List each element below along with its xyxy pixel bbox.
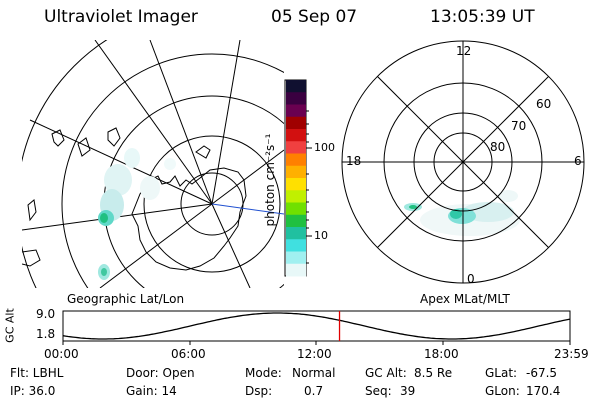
gain-info: Gain: 14 [126, 384, 177, 398]
observation-time: 13:05:39 UT [430, 7, 535, 27]
dsp-value: 0.7 [304, 384, 324, 398]
mlt-label-0: 0 [467, 272, 475, 286]
colorbar-tick-10: 10 [314, 229, 328, 242]
mlt-label-6: 6 [574, 154, 582, 168]
geographic-map [22, 40, 284, 288]
glon-label: GLon: [485, 384, 520, 398]
glat-value: -67.5 [526, 366, 558, 380]
altitude-plot [62, 310, 571, 345]
altitude-ylabel-anchor: GC Alt [4, 308, 17, 343]
colorbar-segment [286, 239, 306, 252]
glat-label: GLat: [485, 366, 518, 380]
seq-value: 39 [400, 384, 416, 398]
door-info: Door: Open [126, 366, 195, 380]
filter-info: Flt: LBHL [10, 366, 64, 380]
altitude-ymax: 9.0 [36, 307, 56, 321]
altitude-xtick-0000: 00:00 [44, 347, 79, 361]
colorbar-segment [286, 104, 306, 118]
left-panel-caption: Geographic Lat/Lon [67, 292, 185, 306]
colorbar-segment [286, 129, 306, 142]
colorbar-segment [286, 214, 306, 228]
colorbar-segment [286, 178, 306, 191]
mode-value: Normal [292, 366, 336, 380]
altitude-xtick-1800: 18:00 [424, 347, 459, 361]
left-aurora [98, 148, 176, 280]
altitude-xtick-2359: 23:59 [554, 347, 589, 361]
colorbar-segment [286, 153, 306, 167]
colorbar-segment [286, 190, 306, 203]
colorbar-segment [286, 92, 306, 105]
mlat-label-80: 80 [490, 140, 506, 154]
mlt-label-12: 12 [456, 44, 472, 58]
gcalt-label: GC Alt: [365, 366, 407, 380]
dsp-label: Dsp: [245, 384, 273, 398]
ip-info: IP: 36.0 [10, 384, 56, 398]
colorbar-segment [286, 227, 306, 240]
altitude-ylabel: GC Alt [3, 308, 17, 343]
colorbar-segment [286, 251, 306, 265]
altitude-xtick-1200: 12:00 [297, 347, 332, 361]
altitude-ymin: 1.8 [36, 327, 56, 341]
colorbar-segment [286, 263, 306, 277]
instrument-title: Ultraviolet Imager [44, 7, 198, 27]
colorbar-segment [286, 202, 306, 216]
mlat-label-60: 60 [536, 97, 552, 111]
seq-label: Seq: [365, 384, 392, 398]
glon-value: 170.4 [526, 384, 561, 398]
mode-label: Mode: [245, 366, 282, 380]
observation-date: 05 Sep 07 [271, 7, 358, 27]
magnetic-polar-plot [341, 40, 585, 284]
colorbar-segment [286, 141, 306, 154]
colorbar-unit-label: photon cm⁻²s⁻¹ [263, 133, 277, 227]
colorbar [284, 79, 312, 277]
colorbar-segment [286, 116, 306, 130]
gcalt-value: 8.5 Re [414, 366, 453, 380]
mlt-label-18: 18 [346, 154, 362, 168]
colorbar-segment [286, 165, 306, 179]
colorbar-tick-100: 100 [314, 141, 335, 154]
altitude-xtick-0600: 06:00 [171, 347, 206, 361]
mlat-label-70: 70 [511, 119, 527, 133]
right-panel-caption: Apex MLat/MLT [420, 292, 510, 306]
colorbar-unit-anchor: photon cm⁻²s⁻¹ [263, 134, 277, 227]
colorbar-segment [286, 80, 306, 93]
